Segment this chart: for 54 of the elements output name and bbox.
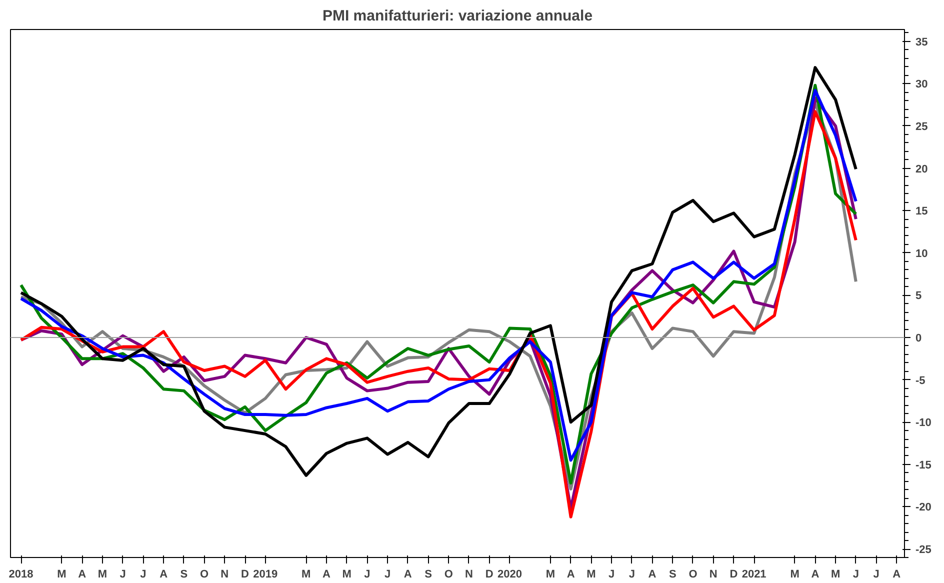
x-tick-label: M — [302, 568, 311, 580]
x-tick-label: J — [852, 568, 859, 580]
y-tick-label: -5 — [916, 374, 926, 387]
x-tick-label: 2020 — [497, 568, 522, 580]
x-tick-label: M — [586, 568, 596, 580]
x-tick-label: J — [364, 568, 370, 580]
x-tick-label: D — [730, 568, 738, 580]
x-tick-label: M — [98, 568, 108, 580]
x-tick-label: M — [790, 568, 800, 580]
y-tick-label: 20 — [916, 163, 928, 176]
x-tick-label: 2018 — [8, 568, 34, 580]
y-tick-label: 30 — [916, 78, 928, 91]
x-tick-label: A — [892, 568, 901, 580]
x-tick-label: S — [668, 568, 676, 580]
x-tick-label: J — [628, 568, 635, 580]
y-tick-label: 5 — [916, 290, 922, 302]
y-tick-label: 10 — [916, 248, 928, 260]
x-tick-label: M — [57, 568, 66, 580]
x-tick-label: N — [709, 568, 718, 580]
x-tick-label: J — [873, 568, 880, 580]
x-tick-label: D — [485, 568, 494, 580]
x-tick-label: A — [404, 568, 412, 580]
x-tick-label: J — [384, 568, 391, 580]
y-tick-label: 25 — [916, 120, 928, 133]
x-tick-label: A — [78, 568, 86, 580]
x-tick-label: J — [608, 568, 615, 580]
x-tick-label: M — [546, 568, 556, 580]
y-tick-label: -10 — [916, 417, 932, 430]
x-tick-label: A — [811, 568, 820, 580]
y-tick-label: 35 — [916, 36, 928, 48]
x-tick-label: S — [424, 568, 432, 580]
y-tick-label: 15 — [916, 206, 928, 218]
x-tick-label: O — [200, 568, 209, 580]
x-tick-label: S — [180, 568, 188, 580]
x-tick-label: O — [444, 568, 454, 580]
x-tick-label: J — [140, 568, 146, 580]
y-tick-label: 0 — [916, 332, 922, 344]
y-tick-label: -20 — [916, 502, 932, 514]
x-tick-label: D — [241, 568, 250, 580]
x-tick-label: J — [120, 568, 126, 580]
x-tick-label: O — [688, 568, 698, 580]
chart-title: PMI manifatturieri: variazione annuale — [322, 8, 593, 24]
x-tick-label: A — [160, 568, 168, 580]
x-tick-label: A — [566, 568, 575, 580]
x-tick-label: 2019 — [253, 568, 278, 580]
y-tick-label: -25 — [916, 544, 932, 556]
x-tick-label: 2021 — [742, 568, 766, 580]
x-tick-label: A — [322, 568, 330, 580]
y-tick-label: -15 — [916, 459, 932, 472]
x-tick-label: M — [342, 568, 352, 580]
x-tick-label: N — [220, 568, 229, 580]
x-tick-label: M — [830, 568, 840, 580]
x-tick-label: N — [465, 568, 474, 580]
x-tick-label: A — [648, 568, 656, 580]
